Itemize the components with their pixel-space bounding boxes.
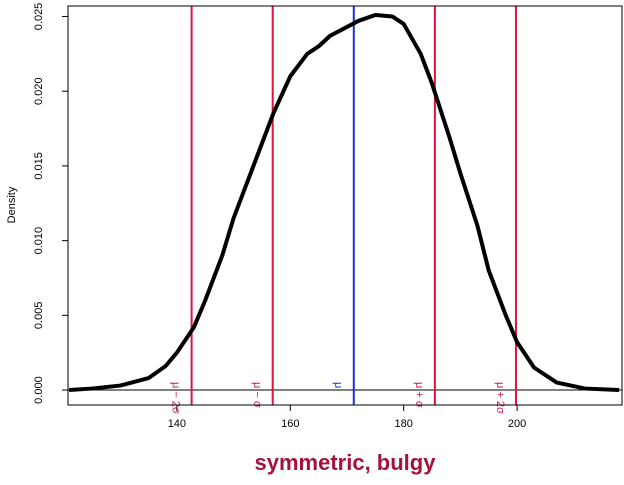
y-axis-label: Density — [6, 186, 18, 223]
v-line-label: μ — [332, 382, 344, 388]
y-tick-label: 0.015 — [33, 152, 45, 180]
v-line-label: μ − σ — [251, 382, 263, 408]
y-tick-label: 0.000 — [33, 376, 45, 404]
x-tick-label: 140 — [168, 418, 186, 430]
x-tick-label: 160 — [281, 418, 299, 430]
y-tick-label: 0.025 — [33, 3, 45, 31]
v-line-label: μ + 2σ — [494, 382, 506, 414]
y-tick-label: 0.010 — [33, 227, 45, 255]
x-tick-label: 200 — [508, 418, 526, 430]
plot-frame — [67, 5, 623, 406]
x-tick-label: 180 — [395, 418, 413, 430]
chart-title: symmetric, bulgy — [255, 450, 437, 475]
density-line — [69, 12, 620, 393]
y-tick-label: 0.020 — [33, 77, 45, 105]
y-tick-label: 0.005 — [33, 302, 45, 330]
v-line-label: μ − 2σ — [170, 382, 182, 414]
v-line-label: μ + σ — [413, 382, 425, 408]
